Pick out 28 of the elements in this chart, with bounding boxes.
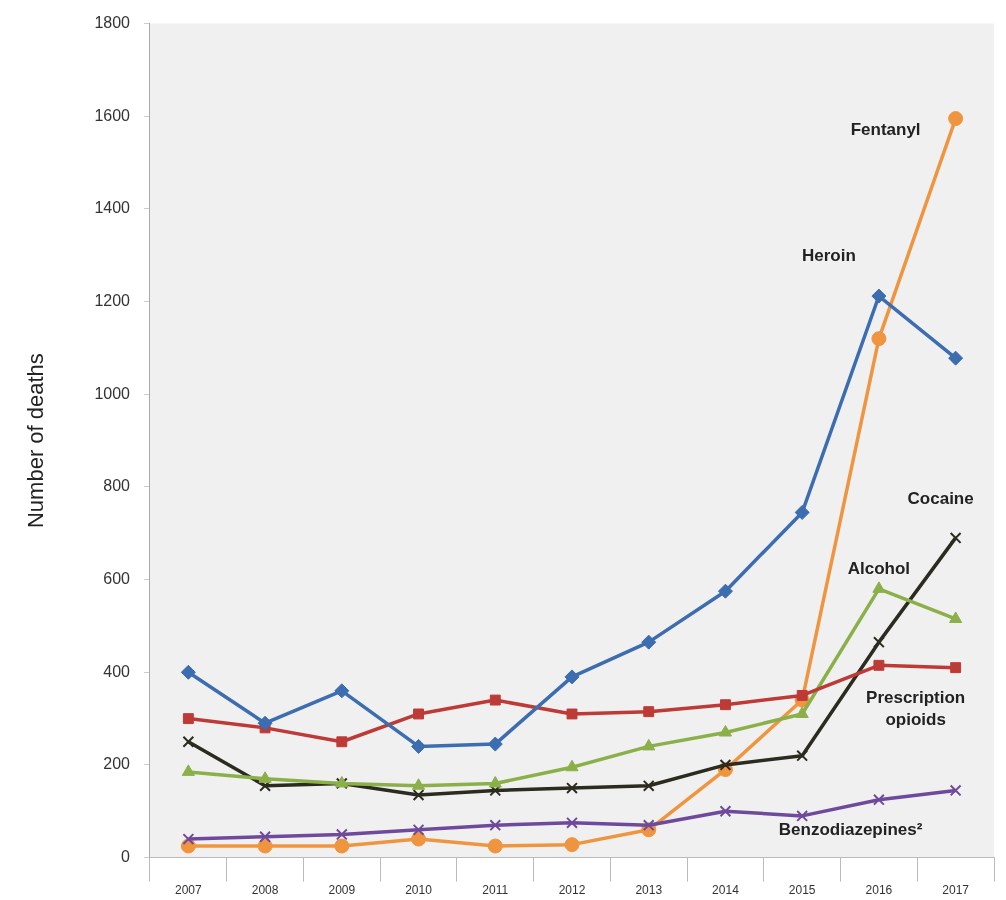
- y-tick-label: 1400: [94, 199, 131, 217]
- y-axis-title: Number of deaths: [23, 353, 49, 529]
- x-tick-label: 2015: [788, 883, 816, 898]
- x-tick-label: 2014: [712, 883, 740, 898]
- y-tick-label: 0: [121, 848, 131, 866]
- series-label: Alcohol: [847, 558, 911, 578]
- x-tick-label: 2009: [328, 883, 356, 898]
- x-tick-label: 2011: [482, 883, 509, 898]
- x-tick-label: 2008: [251, 883, 279, 898]
- y-tick-label: 1000: [94, 384, 131, 402]
- x-tick-label: 2012: [558, 883, 586, 898]
- series-label: Cocaine: [907, 488, 974, 508]
- series-label: Benzodiazepines²: [778, 820, 923, 840]
- x-tick-label: 2016: [865, 883, 893, 898]
- y-tick-label: 600: [103, 570, 131, 588]
- y-tick-label: 400: [103, 662, 131, 680]
- x-tick-label: 2017: [942, 883, 970, 898]
- y-tick-label: 1200: [94, 292, 131, 310]
- series-label: Heroin: [801, 245, 856, 265]
- y-tick-label: 800: [103, 477, 131, 495]
- series-label: Fentanyl: [850, 120, 921, 140]
- series-label: Prescription opioids: [866, 688, 966, 730]
- x-tick-label: 2013: [635, 883, 663, 898]
- y-tick-label: 1800: [94, 14, 131, 32]
- x-tick-label: 2010: [405, 883, 433, 898]
- y-tick-label: 200: [103, 755, 131, 773]
- x-tick-label: 2007: [175, 883, 203, 898]
- y-tick-label: 1600: [94, 106, 131, 124]
